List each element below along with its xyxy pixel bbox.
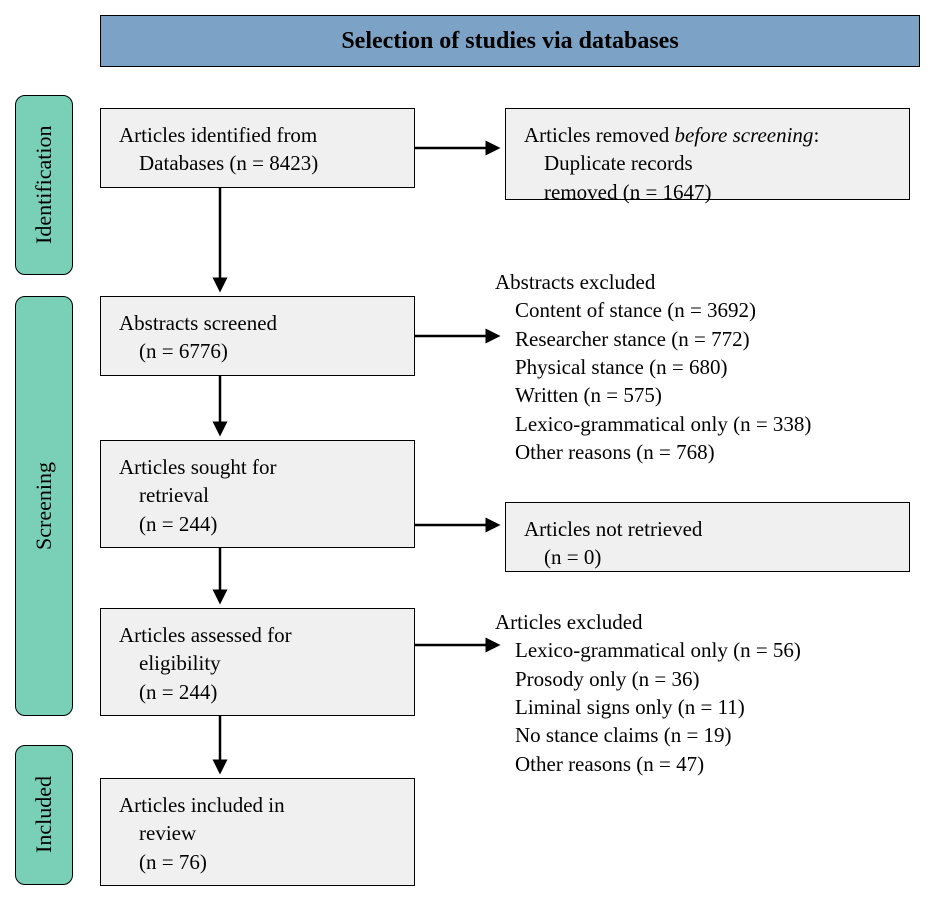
side-box-articles-excluded: Articles excludedLexico-grammatical only…: [495, 608, 915, 778]
box-heading: Articles removed before screening:: [524, 121, 891, 149]
flow-box-included-review: Articles included inreview(n = 76): [100, 778, 415, 886]
phase-label-included: Included: [15, 745, 73, 885]
box-item: Written (n = 575): [495, 381, 915, 409]
side-box-abstracts-excluded: Abstracts excludedContent of stance (n =…: [495, 268, 915, 466]
box-line: eligibility: [119, 649, 396, 677]
box-line: review: [119, 819, 396, 847]
box-item: Physical stance (n = 680): [495, 353, 915, 381]
box-heading: Abstracts excluded: [495, 268, 915, 296]
box-line: Articles included in: [119, 791, 396, 819]
box-line: (n = 244): [119, 510, 396, 538]
box-item: Content of stance (n = 3692): [495, 296, 915, 324]
flow-box-abstracts-screened: Abstracts screened(n = 6776): [100, 296, 415, 376]
box-line: Articles identified from: [119, 121, 396, 149]
box-line: Articles assessed for: [119, 621, 396, 649]
box-line: (n = 76): [119, 848, 396, 876]
box-item: Other reasons (n = 768): [495, 438, 915, 466]
side-box-not-retrieved: Articles not retrieved(n = 0): [505, 502, 910, 572]
box-line: Articles sought for: [119, 453, 396, 481]
flow-box-assessed-eligibility: Articles assessed foreligibility(n = 244…: [100, 608, 415, 716]
phase-label-screening: Screening: [15, 296, 73, 716]
box-item: Liminal signs only (n = 11): [495, 693, 915, 721]
box-item: Other reasons (n = 47): [495, 750, 915, 778]
box-item: (n = 0): [524, 543, 891, 571]
phase-label-identification: Identification: [15, 95, 73, 275]
box-item: Researcher stance (n = 772): [495, 325, 915, 353]
box-line: Databases (n = 8423): [119, 149, 396, 177]
box-line: retrieval: [119, 481, 396, 509]
flow-box-sought-retrieval: Articles sought forretrieval(n = 244): [100, 440, 415, 548]
italic-text: before screening: [674, 123, 813, 147]
flow-box-identified: Articles identified fromDatabases (n = 8…: [100, 108, 415, 188]
side-box-removed-before: Articles removed before screening:Duplic…: [505, 108, 910, 200]
header-title: Selection of studies via databases: [100, 15, 920, 67]
box-item: Duplicate records: [524, 149, 891, 177]
box-line: Abstracts screened: [119, 309, 396, 337]
box-heading: Articles not retrieved: [524, 515, 891, 543]
box-item: Lexico-grammatical only (n = 338): [495, 410, 915, 438]
box-item: No stance claims (n = 19): [495, 721, 915, 749]
box-item: removed (n = 1647): [524, 178, 891, 206]
box-item: Lexico-grammatical only (n = 56): [495, 636, 915, 664]
box-item: Prosody only (n = 36): [495, 665, 915, 693]
box-line: (n = 6776): [119, 337, 396, 365]
box-line: (n = 244): [119, 678, 396, 706]
box-heading: Articles excluded: [495, 608, 915, 636]
